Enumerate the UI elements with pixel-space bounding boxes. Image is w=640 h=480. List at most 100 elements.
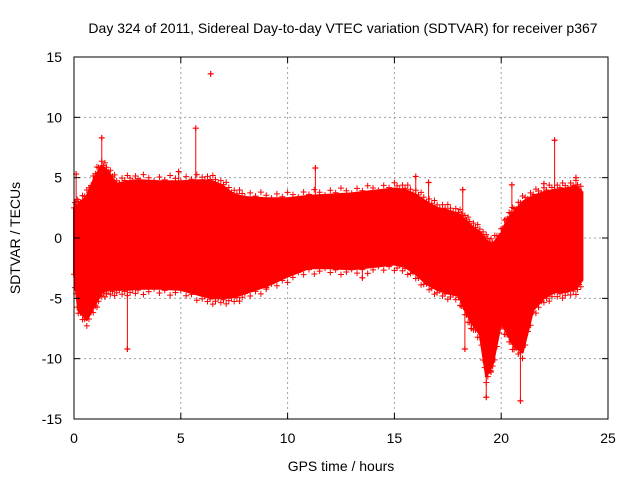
- edge-marker: [127, 175, 134, 182]
- outlier-point: [483, 394, 490, 401]
- edge-marker: [225, 184, 232, 191]
- edge-marker: [517, 199, 524, 206]
- edge-marker: [129, 177, 136, 184]
- edge-marker: [472, 326, 479, 333]
- y-tick-label: 15: [46, 49, 62, 65]
- edge-marker: [72, 284, 79, 291]
- outlier-point: [540, 180, 547, 187]
- edge-marker: [488, 235, 495, 242]
- edge-marker: [239, 190, 246, 197]
- edge-marker: [111, 171, 118, 178]
- edge-marker: [476, 334, 483, 341]
- edge-marker: [209, 172, 216, 179]
- edge-marker: [121, 177, 128, 184]
- edge-marker: [231, 187, 238, 194]
- edge-marker: [380, 267, 387, 274]
- edge-marker: [431, 291, 438, 298]
- edge-marker: [231, 298, 238, 305]
- outlier-point: [517, 397, 524, 404]
- chart-title: Day 324 of 2011, Sidereal Day-to-day VTE…: [88, 20, 597, 36]
- edge-marker: [380, 182, 387, 189]
- edge-marker: [95, 298, 102, 305]
- outlier-point: [513, 337, 520, 344]
- edge-marker: [90, 309, 97, 316]
- edge-marker: [252, 288, 259, 295]
- edge-marker: [402, 185, 409, 192]
- edge-marker: [348, 266, 355, 273]
- edge-marker: [177, 178, 184, 185]
- edge-marker: [81, 193, 88, 200]
- edge-marker: [574, 286, 581, 293]
- edge-marker: [172, 289, 179, 296]
- edge-marker: [458, 210, 465, 217]
- edge-marker: [354, 185, 361, 192]
- edge-marker: [470, 220, 477, 227]
- edge-marker: [295, 193, 302, 200]
- edge-marker: [217, 177, 224, 184]
- edge-marker: [483, 231, 490, 238]
- edge-marker: [404, 271, 411, 278]
- edge-marker: [247, 189, 254, 196]
- outlier-point: [461, 346, 468, 353]
- edge-marker: [161, 287, 168, 294]
- edge-marker: [538, 298, 545, 305]
- edge-marker: [493, 343, 500, 350]
- outlier-point: [175, 168, 182, 175]
- edge-marker: [556, 184, 563, 191]
- outlier-point: [508, 181, 515, 188]
- edge-marker: [476, 226, 483, 233]
- edge-marker: [145, 288, 152, 295]
- edge-marker: [103, 290, 110, 297]
- edge-marker: [535, 304, 542, 311]
- x-tick-label: 10: [280, 430, 296, 446]
- edge-marker: [570, 288, 577, 295]
- edge-marker: [481, 364, 488, 371]
- edge-marker: [239, 294, 246, 301]
- outlier-point: [551, 137, 558, 144]
- edge-marker: [507, 210, 514, 217]
- edge-marker: [338, 271, 344, 278]
- edge-marker: [316, 189, 323, 196]
- edge-marker: [559, 180, 566, 187]
- edge-marker: [444, 201, 451, 208]
- outlier-point: [359, 274, 366, 281]
- edge-marker: [93, 304, 100, 311]
- edge-marker: [177, 286, 184, 293]
- edge-marker: [524, 328, 531, 335]
- edge-marker: [140, 171, 147, 178]
- edge-marker: [268, 280, 275, 287]
- edge-marker: [289, 274, 296, 281]
- edge-marker: [204, 173, 211, 180]
- edge-marker: [499, 323, 506, 330]
- edge-marker: [268, 195, 275, 202]
- edge-marker: [228, 294, 235, 301]
- edge-marker: [428, 200, 435, 207]
- edge-marker: [480, 356, 487, 363]
- edge-marker: [447, 205, 454, 212]
- edge-marker: [236, 298, 243, 305]
- edge-marker: [407, 186, 414, 193]
- edge-marker: [321, 265, 328, 272]
- edge-marker: [215, 295, 222, 302]
- edge-marker: [513, 345, 520, 352]
- edge-marker: [252, 193, 259, 200]
- edge-marker: [88, 182, 95, 189]
- edge-marker: [327, 187, 334, 194]
- edge-marker: [543, 295, 550, 302]
- edge-marker: [223, 300, 230, 307]
- edge-marker: [436, 287, 443, 294]
- edge-marker: [450, 291, 457, 298]
- edge-marker: [484, 373, 491, 380]
- edge-marker: [434, 201, 441, 208]
- edge-marker: [402, 265, 409, 272]
- edge-marker: [97, 165, 104, 172]
- edge-marker: [504, 331, 511, 338]
- edge-marker: [201, 177, 208, 184]
- edge-marker: [105, 286, 112, 293]
- edge-marker: [522, 341, 529, 348]
- edge-marker: [386, 184, 393, 191]
- edge-marker: [129, 286, 136, 293]
- edge-marker: [127, 289, 134, 296]
- edge-marker: [564, 288, 571, 295]
- edge-marker: [300, 271, 307, 278]
